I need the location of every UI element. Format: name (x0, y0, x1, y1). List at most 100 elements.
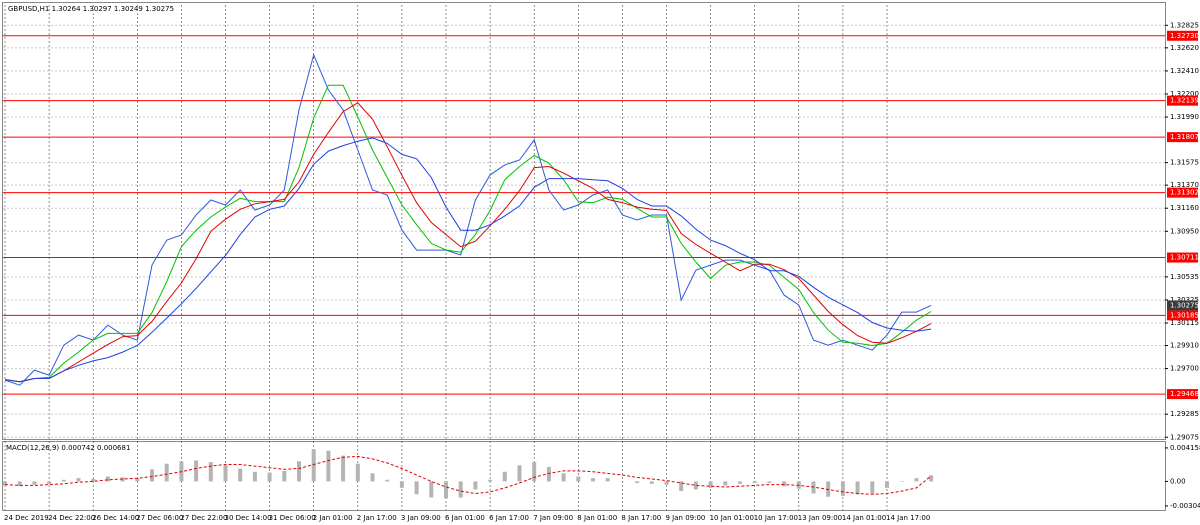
histogram-bar (885, 481, 889, 488)
histogram-bar (429, 481, 434, 498)
histogram-bar (223, 465, 228, 482)
histogram-bar (267, 472, 272, 482)
histogram-bar (17, 481, 22, 487)
level-label-box (1167, 30, 1198, 41)
histogram-bar (414, 481, 419, 495)
y-tick-label: -0.003041 (1170, 502, 1200, 510)
level-label-box (1167, 389, 1198, 400)
x-tick-label: 24 Dec 22:00 (48, 514, 95, 522)
histogram-bar (282, 470, 287, 482)
histogram-bar (91, 478, 96, 482)
x-tick-label: 9 Jan 09:00 (666, 514, 706, 522)
x-tick-label: 26 Dec 14:00 (92, 514, 139, 522)
y-tick-label: 1.32620 (1170, 44, 1199, 52)
y-tick-label: 1.32410 (1170, 67, 1199, 75)
histogram-bar (723, 481, 728, 486)
histogram-bar (502, 471, 507, 482)
histogram-bar (532, 462, 537, 482)
level-label: 1.31807 (1170, 133, 1199, 141)
histogram-bar (635, 481, 640, 484)
histogram-bar (929, 475, 934, 482)
level-label: 1.29468 (1170, 390, 1199, 398)
last-price-label: 1.30275 (1170, 301, 1199, 309)
histogram-bar (61, 479, 66, 482)
histogram-bar (311, 449, 316, 482)
level-label-box (1167, 252, 1198, 263)
histogram-bar (105, 476, 110, 482)
histogram-bar (488, 479, 493, 482)
histogram-bar (708, 481, 713, 488)
x-tick-label: 24 Dec 2019 (4, 514, 49, 522)
histogram-bar (385, 479, 390, 482)
histogram-bar (47, 481, 52, 484)
histogram-bar (32, 481, 37, 485)
level-label: 1.32730 (1170, 32, 1199, 40)
histogram-bar (546, 466, 551, 482)
level-label-box (1167, 310, 1198, 321)
histogram-bar (914, 478, 919, 482)
histogram-bar (620, 481, 625, 482)
histogram-bar (679, 481, 684, 492)
last-price-box (1167, 300, 1198, 311)
y-tick-label: 1.31990 (1170, 113, 1199, 121)
x-tick-label: 27 Dec 22:00 (180, 514, 227, 522)
histogram-bar (561, 473, 566, 482)
histogram-bar (870, 481, 875, 494)
y-tick-label: 1.32200 (1170, 90, 1199, 98)
y-tick-label: 1.29285 (1170, 410, 1199, 418)
series-line (4, 102, 932, 383)
histogram-bar (605, 478, 610, 482)
x-tick-label: 27 Dec 06:00 (136, 514, 183, 522)
histogram-bar (355, 463, 360, 482)
histogram-bar (693, 481, 698, 490)
histogram-bar (752, 481, 757, 484)
histogram-bar (76, 478, 81, 482)
x-tick-label: 13 Jan 09:00 (798, 514, 842, 522)
histogram-bar (341, 455, 346, 482)
histogram-bar (738, 481, 742, 484)
x-tick-label: 8 Jan 17:00 (621, 514, 661, 522)
y-tick-label: 1.30115 (1170, 319, 1199, 327)
level-label: 1.32139 (1170, 97, 1199, 105)
x-tick-label: 6 Jan 17:00 (489, 514, 529, 522)
level-label-box (1167, 132, 1198, 143)
x-tick-label: 6 Jan 01:00 (445, 514, 485, 522)
y-tick-label: 1.31160 (1170, 204, 1199, 212)
y-tick-label: 0.004158 (1170, 444, 1200, 452)
y-tick-label: 1.30535 (1170, 273, 1199, 281)
x-tick-label: 14 Jan 01:00 (842, 514, 886, 522)
histogram-bar (576, 476, 581, 482)
x-tick-label: 10 Jan 01:00 (710, 514, 754, 522)
macd-panel-frame (2, 441, 1166, 511)
x-tick-label: 7 Jan 09:00 (533, 514, 573, 522)
histogram-bar (238, 468, 243, 482)
histogram-bar (840, 481, 845, 496)
x-tick-label: 31 Dec 06:00 (269, 514, 316, 522)
y-tick-label: 0.00 (1170, 477, 1186, 485)
y-tick-label: 1.32825 (1170, 21, 1199, 29)
histogram-bar (591, 478, 595, 482)
x-tick-label: 14 Jan 17:00 (886, 514, 930, 522)
histogram-bar (252, 471, 257, 482)
histogram-bar (370, 473, 375, 482)
y-tick-label: 1.29075 (1170, 433, 1199, 441)
histogram-bar (297, 461, 301, 482)
chart-title: GBPUSD,H1 1.30264 1.30297 1.30249 1.3027… (8, 5, 174, 13)
level-label-box (1167, 187, 1198, 198)
series-line (4, 84, 932, 383)
x-tick-label: 10 Jan 17:00 (754, 514, 798, 522)
histogram-bar (399, 481, 404, 488)
y-tick-label: 1.29910 (1170, 342, 1199, 350)
histogram-bar (208, 462, 213, 482)
y-tick-label: 1.30325 (1170, 296, 1199, 304)
histogram-bar (855, 481, 860, 495)
histogram-bar (164, 463, 169, 482)
level-label: 1.30185 (1170, 311, 1199, 319)
histogram-bar (767, 481, 772, 484)
level-label-box (1167, 95, 1198, 106)
series-line (4, 455, 932, 495)
histogram-bar (150, 469, 154, 482)
histogram-bar (473, 481, 478, 490)
